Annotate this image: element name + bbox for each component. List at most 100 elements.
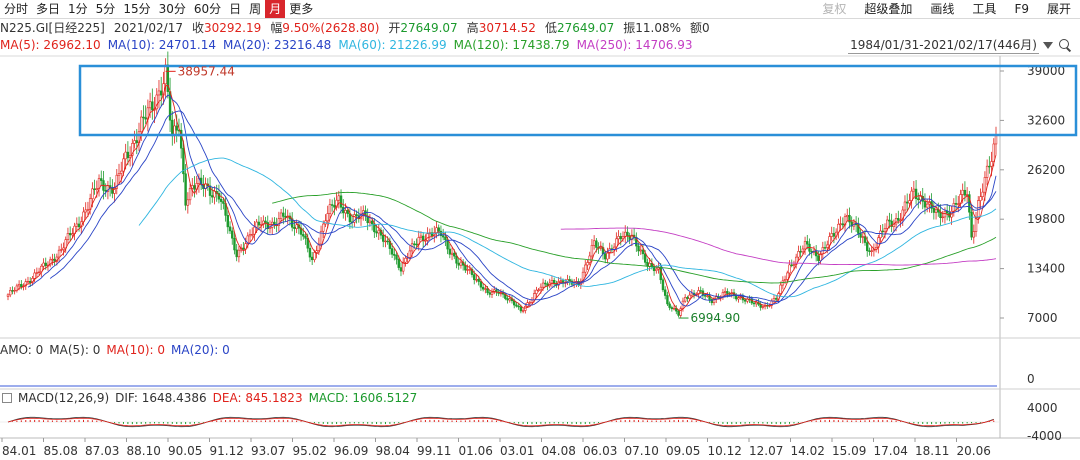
dropdown-triangle-icon[interactable]	[1043, 41, 1053, 49]
candle-body	[690, 292, 694, 296]
quote-line: N225.GI[日经225] 2021/02/17 收 30292.19 幅 9.5…	[0, 19, 719, 36]
tool-button[interactable]: 复权	[822, 2, 847, 16]
candle-body	[972, 231, 975, 238]
candle-body	[71, 233, 74, 236]
period-tab[interactable]: 5分	[95, 2, 116, 16]
candle-body	[317, 243, 321, 251]
candle-body	[828, 236, 831, 246]
candle-body	[48, 259, 52, 266]
legend-item: AMO: 0	[0, 343, 44, 357]
candle-body	[213, 191, 216, 198]
x-tick-label: 15.09	[832, 444, 866, 458]
candle-body	[382, 234, 385, 242]
period-tab[interactable]: 更多	[289, 2, 314, 16]
candle-body	[743, 299, 747, 302]
candle-body	[963, 189, 967, 196]
candle-body	[193, 185, 196, 190]
candle-body	[957, 203, 960, 205]
ma-line-5	[16, 84, 997, 311]
candle-body	[295, 224, 298, 229]
candle-body	[393, 253, 396, 256]
annotation-label: 38957.44	[178, 64, 235, 78]
candle-body	[919, 196, 922, 201]
candle-body	[539, 286, 543, 291]
candle-body	[823, 247, 827, 249]
candle-body	[912, 188, 916, 192]
candle-body	[752, 302, 756, 305]
tool-button[interactable]: 超级叠加	[864, 2, 913, 16]
highlight-box	[78, 64, 1078, 137]
search-icon[interactable]	[1058, 38, 1072, 52]
amount-value: 0	[702, 20, 710, 35]
period-tab[interactable]: 日	[229, 2, 242, 16]
period-tab[interactable]: 15分	[123, 2, 151, 16]
candle-body	[259, 224, 263, 226]
period-tab[interactable]: 周	[249, 2, 262, 16]
candle-body	[144, 117, 147, 120]
tool-button[interactable]: F9	[1014, 2, 1029, 16]
candle-body	[308, 247, 312, 258]
candle-body	[488, 292, 491, 295]
candle-body	[863, 236, 867, 243]
macd-legend: MACD(12,26,9) DIF: 1648.4386 DEA: 845.1823…	[0, 390, 423, 406]
candle-body	[663, 289, 667, 296]
quote-date: 2021/02/17	[113, 20, 183, 35]
period-tab[interactable]: 30分	[158, 2, 186, 16]
candle-body	[905, 201, 909, 204]
ma-legend: MA(5): 26962.10 MA(10): 24701.14 MA(20): 2…	[0, 37, 700, 53]
ma-line-250	[560, 227, 997, 266]
candle-body	[648, 263, 651, 267]
x-tick-label: 90.05	[168, 444, 202, 458]
period-tab[interactable]: 月	[265, 0, 286, 18]
low-value: 27649.07	[556, 20, 615, 35]
period-tab[interactable]: 多日	[36, 2, 61, 16]
y-tick-label: 7000	[1027, 311, 1058, 325]
candle-body	[315, 250, 318, 253]
candle-body	[17, 283, 21, 287]
candle-body	[970, 211, 973, 238]
candle-body	[159, 90, 163, 96]
tool-button[interactable]: 展开	[1046, 2, 1071, 16]
candle-body	[444, 236, 447, 241]
candle-body	[484, 288, 487, 290]
candle-body	[910, 190, 913, 201]
legend-item: MA(10): 0	[106, 343, 166, 357]
candle-body	[792, 264, 796, 266]
candle-body	[670, 307, 674, 310]
candle-body	[217, 193, 221, 200]
period-tab[interactable]: 1分	[68, 2, 88, 16]
candle-body	[453, 252, 456, 257]
candle-body	[446, 239, 449, 250]
candle-body	[661, 279, 665, 291]
range-text[interactable]: 1984/01/31-2021/02/17(446月)	[848, 38, 1039, 54]
candle-body	[133, 140, 136, 144]
candle-body	[155, 94, 158, 110]
candle-body	[344, 210, 347, 214]
tool-button[interactable]: 画线	[930, 2, 955, 16]
range-selector[interactable]: 1984/01/31-2021/02/17(446月)	[848, 37, 1072, 54]
candle-body	[24, 281, 27, 287]
candle-body	[532, 293, 536, 301]
y-tick-label: 26200	[1027, 163, 1065, 177]
candle-body	[806, 241, 809, 245]
candle-body	[517, 305, 520, 308]
checkbox-icon[interactable]	[2, 393, 12, 403]
candle-body	[914, 188, 918, 200]
period-tab[interactable]: 分时	[4, 2, 29, 16]
candle-body	[384, 240, 387, 243]
candle-body	[413, 243, 416, 245]
legend-item: MA(5): 26962.10	[0, 38, 101, 52]
candle-body	[990, 161, 993, 167]
x-tick-label: 88.10	[127, 444, 161, 458]
candle-body	[186, 199, 190, 206]
x-tick-label: 18.11	[915, 444, 949, 458]
candle-body	[164, 64, 167, 85]
candle-body	[644, 253, 647, 263]
period-tab[interactable]: 60分	[193, 2, 222, 16]
x-tick-label: 98.04	[376, 444, 410, 458]
candle-body	[797, 251, 800, 258]
candle-body	[890, 220, 893, 227]
tool-button[interactable]: 工具	[972, 2, 997, 16]
candle-body	[637, 245, 640, 252]
